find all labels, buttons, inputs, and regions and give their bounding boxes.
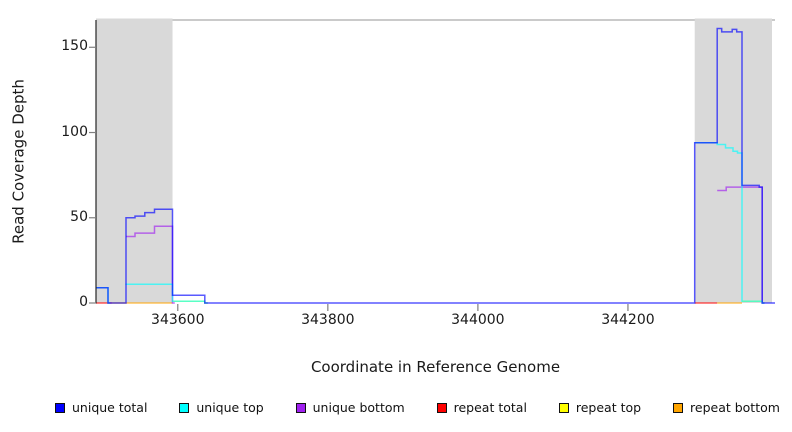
- legend-item-repeat-bottom: repeat bottom: [673, 399, 780, 415]
- y-tick-label: 150: [61, 38, 88, 55]
- series-unique_total: [96, 27, 775, 304]
- repeat-bottom-swatch-icon: [673, 403, 684, 413]
- y-tick-label: 100: [61, 123, 88, 140]
- legend-label: repeat top: [575, 399, 642, 415]
- highlight-region: [694, 18, 772, 303]
- legend-label: repeat bottom: [690, 399, 780, 415]
- x-tick-label: 344000: [451, 312, 505, 328]
- series-unique_top: [694, 141, 765, 304]
- legend-item-unique-total: unique total: [55, 399, 148, 415]
- highlight-region: [96, 18, 173, 303]
- y-tick-label: 0: [79, 294, 88, 310]
- legend-item-repeat-top: repeat top: [558, 399, 642, 415]
- x-tick-label: 343600: [151, 312, 205, 328]
- legend-label: unique total: [72, 399, 148, 415]
- y-tick-label: 50: [70, 208, 88, 225]
- unique-bottom-swatch-icon: [295, 403, 306, 413]
- x-tick-label: 344200: [601, 312, 655, 328]
- x-axis-label: Coordinate in Reference Genome: [310, 358, 561, 376]
- legend: unique total unique top unique bottom re…: [55, 396, 780, 420]
- legend-label: unique top: [196, 399, 264, 415]
- legend-item-repeat-total: repeat total: [436, 399, 527, 415]
- legend-label: unique bottom: [312, 399, 405, 415]
- y-axis-label: Read Coverage Depth: [9, 79, 28, 244]
- legend-item-unique-bottom: unique bottom: [295, 399, 405, 415]
- repeat-total-swatch-icon: [436, 403, 447, 413]
- legend-label: repeat total: [453, 399, 527, 415]
- legend-item-unique-top: unique top: [179, 399, 264, 415]
- unique-total-swatch-icon: [55, 403, 65, 413]
- unique-top-swatch-icon: [179, 403, 190, 413]
- repeat-top-swatch-icon: [558, 403, 569, 413]
- x-tick-label: 343800: [301, 312, 355, 328]
